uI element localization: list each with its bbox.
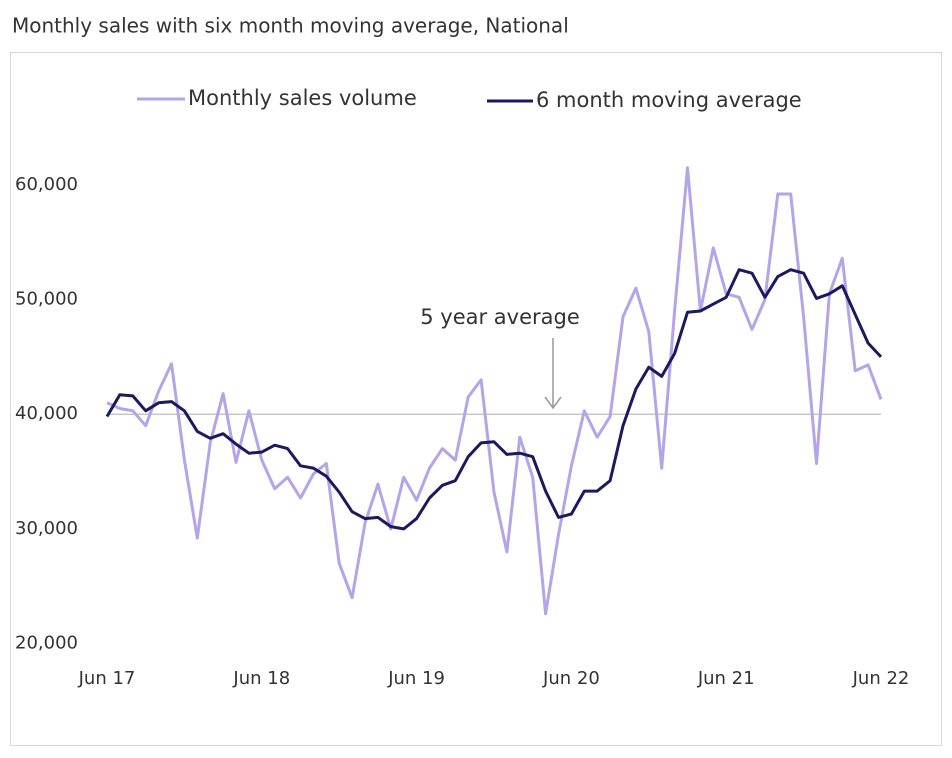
y-tick-label: 60,000 (15, 174, 78, 195)
x-tick-label: Jun 19 (387, 668, 445, 689)
chart-title: Monthly sales with six month moving aver… (12, 14, 569, 38)
x-tick-label: Jun 21 (697, 668, 755, 689)
y-tick-label: 50,000 (15, 289, 78, 310)
chart-frame (10, 52, 942, 746)
series-line (106, 166, 883, 616)
x-tick-label: Jun 17 (78, 668, 136, 689)
y-tick-label: 40,000 (15, 403, 78, 424)
y-tick-label: 20,000 (15, 633, 78, 654)
x-tick-label: Jun 22 (852, 668, 910, 689)
annotation: 5 year average (420, 305, 580, 329)
series-line (105, 268, 883, 531)
annotation-arrowhead (544, 396, 562, 410)
legend-label: Monthly sales volume (188, 86, 417, 110)
x-tick-label: Jun 18 (232, 668, 290, 689)
x-tick-label: Jun 20 (542, 668, 600, 689)
y-tick-label: 30,000 (15, 518, 78, 539)
legend-label: 6 month moving average (536, 88, 802, 112)
